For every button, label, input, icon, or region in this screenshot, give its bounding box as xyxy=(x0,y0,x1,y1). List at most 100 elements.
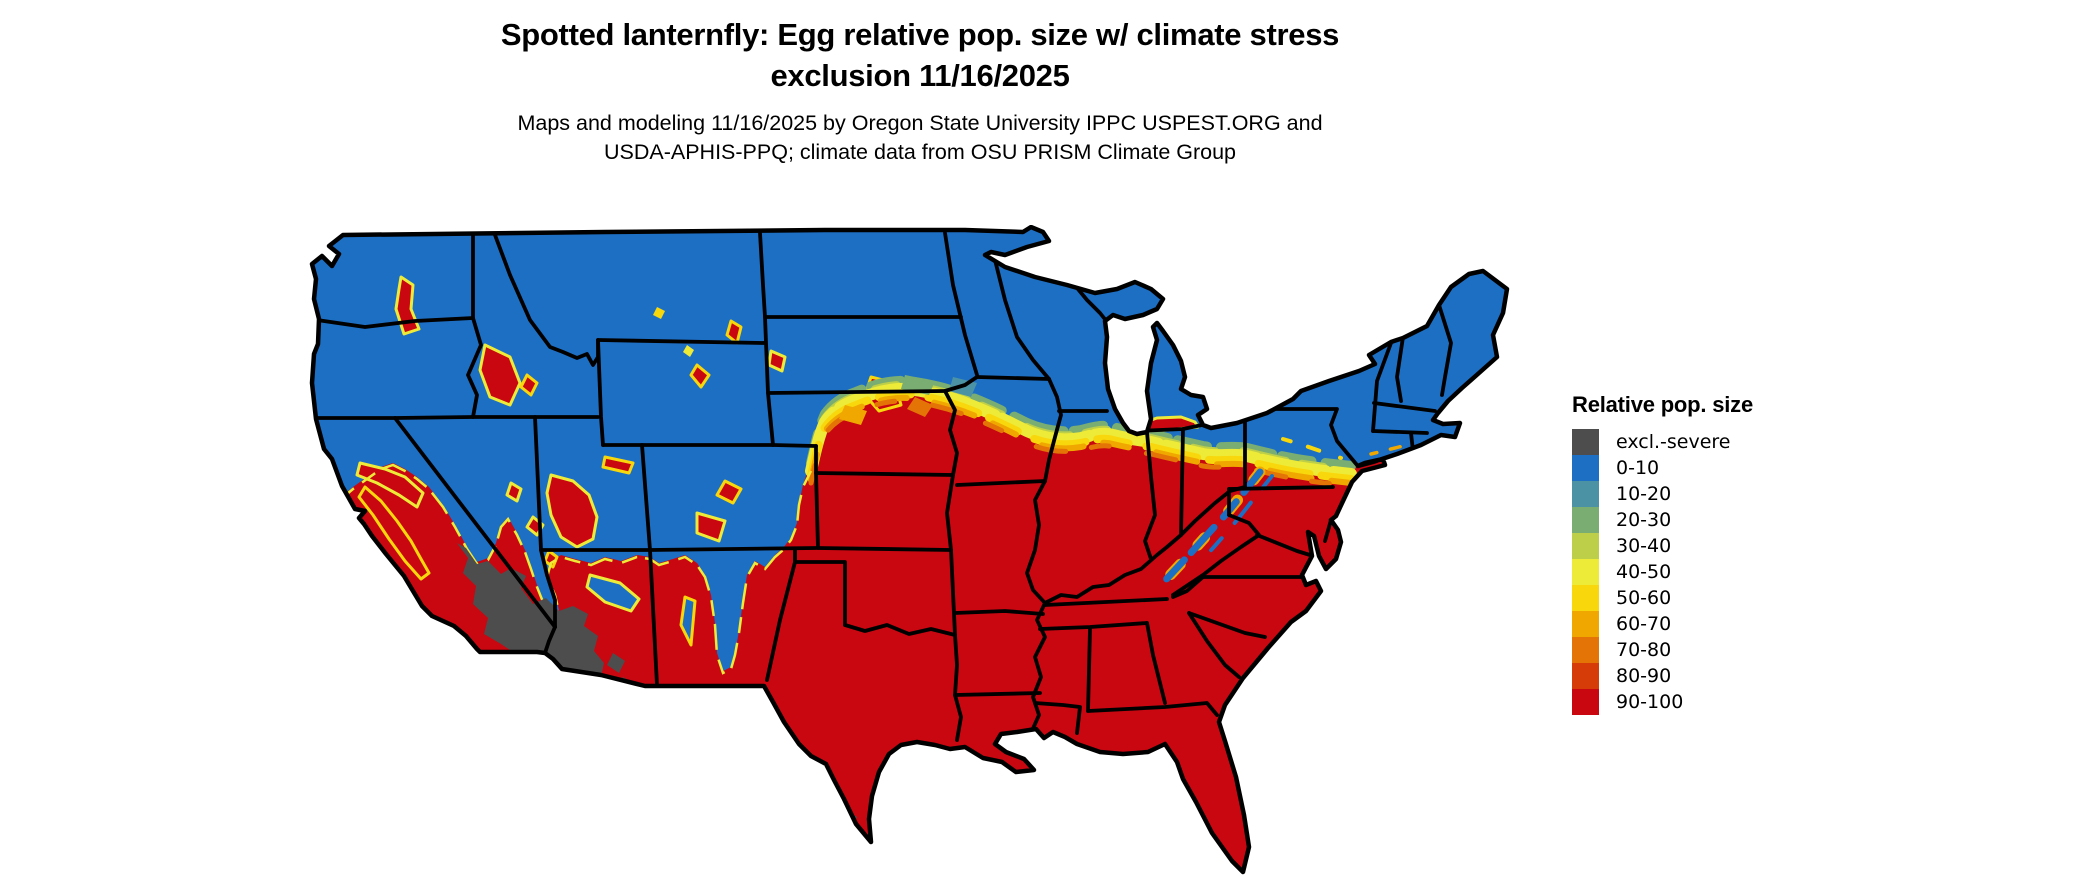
pocket-mogollon xyxy=(585,573,641,613)
legend-label: excl.-severe xyxy=(1616,431,1731,453)
patch-wind-river xyxy=(689,363,711,389)
map-title-line1: Spotted lanternfly: Egg relative pop. si… xyxy=(500,17,1340,52)
border-de-md xyxy=(1323,518,1333,543)
border-ga-sc xyxy=(1187,611,1241,679)
border-md-va xyxy=(1255,533,1312,557)
legend-label: 0-10 xyxy=(1616,457,1660,479)
border-mason-dixon xyxy=(1227,485,1335,491)
border-il-mo xyxy=(1025,479,1047,605)
southwest-low-pockets xyxy=(585,573,697,647)
legend-swatch-60-70 xyxy=(1572,611,1599,637)
legend-row: 10-20 xyxy=(1572,481,1753,507)
state-borders xyxy=(312,231,1453,747)
border-wv-va xyxy=(1171,513,1261,597)
border-wy-west xyxy=(596,338,605,447)
key-dot xyxy=(1248,876,1253,881)
us-map xyxy=(305,224,1545,890)
patch-colorado-west xyxy=(695,511,727,543)
pocket-black-range xyxy=(679,595,697,647)
border-ma-north xyxy=(1372,401,1437,413)
west-boundary-fringe xyxy=(340,463,813,675)
gray-islet-1 xyxy=(607,653,625,673)
mottle-orange-2 xyxy=(907,397,933,417)
border-ca-az xyxy=(543,625,557,655)
mottle-montana-2 xyxy=(683,345,694,357)
patch-utah-west xyxy=(545,473,599,549)
border-in-oh xyxy=(1179,427,1185,537)
border-41n xyxy=(601,443,818,448)
border-sd-ne xyxy=(766,389,947,395)
legend-label: 70-80 xyxy=(1616,639,1672,661)
florida-keys xyxy=(1248,869,1269,881)
border-mn-west xyxy=(943,231,979,377)
border-il-in xyxy=(1143,430,1157,561)
border-wi-mi-up xyxy=(1071,281,1110,325)
legend-swatch-10-20 xyxy=(1572,481,1599,507)
patch-central-valley xyxy=(357,485,431,581)
patch-idaho-small xyxy=(519,373,539,397)
border-fl-north xyxy=(1086,701,1219,717)
legend-label: 30-40 xyxy=(1616,535,1672,557)
legend: Relative pop. size excl.-severe 0-10 10-… xyxy=(1572,392,1753,715)
legend-label: 90-100 xyxy=(1616,691,1684,713)
border-ar-la xyxy=(953,691,1042,697)
legend-label: 50-60 xyxy=(1616,587,1672,609)
legend-row: 0-10 xyxy=(1572,455,1753,481)
key-dot xyxy=(1256,873,1261,878)
border-ca-nv xyxy=(393,416,557,629)
border-al-ga xyxy=(1145,621,1167,705)
us-outline xyxy=(309,224,1510,875)
legend-swatch-excl-severe xyxy=(1572,429,1599,455)
border-vt-nh xyxy=(1395,335,1405,403)
border-tx-la xyxy=(953,693,963,742)
border-pa-ny xyxy=(1243,407,1359,467)
patch-nevada-3 xyxy=(543,549,559,569)
mottle-orange-1 xyxy=(839,405,867,425)
legend-label: 80-90 xyxy=(1616,665,1672,687)
border-mn-wi xyxy=(993,258,1051,381)
map-subtitle: Maps and modeling 11/16/2025 by Oregon S… xyxy=(0,109,1840,167)
patch-colorado-north xyxy=(715,479,743,505)
legend-title: Relative pop. size xyxy=(1572,392,1754,417)
border-ar-tx xyxy=(953,633,959,697)
border-co-ks xyxy=(814,471,820,550)
border-mississippi-lower xyxy=(1025,601,1047,747)
border-mo-ar xyxy=(953,609,1045,616)
legend-label: 40-50 xyxy=(1616,561,1672,583)
border-ut-co xyxy=(640,443,652,552)
border-az-nm xyxy=(648,548,659,687)
legend-swatch-40-50 xyxy=(1572,559,1599,585)
map-subtitle-line1: Maps and modeling 11/16/2025 by Oregon S… xyxy=(517,111,1323,135)
border-red-river xyxy=(843,623,957,637)
connecticut-flecks xyxy=(1369,442,1413,456)
border-or-id xyxy=(466,316,483,419)
border-mississippi-upper xyxy=(1043,377,1063,483)
legend-row: excl.-severe xyxy=(1572,429,1753,455)
legend-swatch-0-10 xyxy=(1572,455,1599,481)
border-tn-south xyxy=(1038,621,1149,631)
border-ky-tn xyxy=(1043,597,1169,607)
legend-row: 20-30 xyxy=(1572,507,1753,533)
legend-row: 90-100 xyxy=(1572,689,1753,715)
border-ok-panhandle xyxy=(793,547,847,627)
legend-label: 60-70 xyxy=(1616,613,1672,635)
border-ks-ok xyxy=(816,546,953,552)
key-dot xyxy=(1263,869,1269,872)
border-nv-az xyxy=(539,548,557,629)
border-wa-or xyxy=(315,316,475,329)
patch-idaho-mtns xyxy=(478,343,522,407)
patch-nevada-1 xyxy=(505,481,523,503)
legend-swatch-70-80 xyxy=(1572,637,1599,663)
border-ma-south xyxy=(1371,429,1429,435)
border-missouri-river-ne xyxy=(943,389,959,477)
border-ia-mo xyxy=(955,479,1047,487)
border-mt-wy xyxy=(596,338,767,345)
legend-row: 80-90 xyxy=(1572,663,1753,689)
legend-row: 60-70 xyxy=(1572,611,1753,637)
legend-row: 30-40 xyxy=(1572,533,1753,559)
border-ks-mo xyxy=(945,473,955,552)
legend-swatch-20-30 xyxy=(1572,507,1599,533)
patch-black-hills xyxy=(767,349,787,373)
patch-uinta xyxy=(601,455,635,475)
